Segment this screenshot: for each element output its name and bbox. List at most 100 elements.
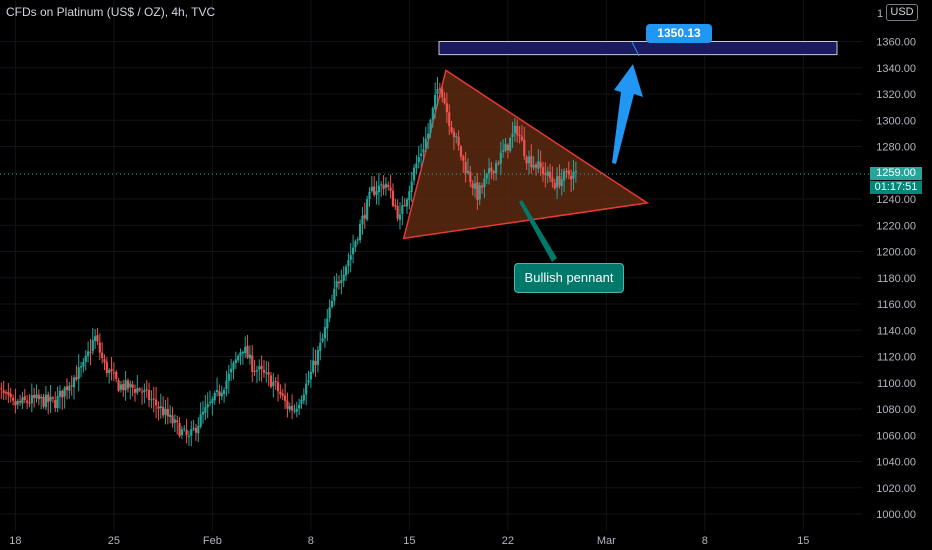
candle-body	[410, 181, 413, 192]
candle-body	[424, 138, 427, 149]
price-tick-label-partial: 1	[877, 8, 883, 20]
candle-body	[86, 351, 90, 357]
candle-body	[497, 163, 500, 165]
candle-body	[164, 408, 167, 415]
chart-title: CFDs on Platinum (US$ / OZ), 4h, TVC	[6, 5, 216, 19]
candle-body	[11, 397, 15, 401]
candle-body	[281, 393, 284, 396]
candle-body	[35, 394, 38, 399]
candle-body	[220, 392, 223, 397]
price-tick-label: 1340.00	[876, 63, 916, 75]
candle-body	[276, 382, 280, 392]
candle-body	[429, 119, 432, 134]
time-tick-label: 8	[702, 535, 708, 547]
candle-body	[422, 149, 425, 153]
candle-body	[199, 414, 202, 427]
time-axis[interactable]: 18 25 Feb 8 15 22 Mar 8 15	[9, 535, 809, 547]
price-tick-label: 1360.00	[876, 37, 916, 49]
candle-body	[537, 161, 540, 169]
candle-body	[143, 390, 146, 392]
candle-body	[129, 383, 132, 388]
candle-body	[417, 157, 420, 163]
candle-body	[534, 164, 538, 168]
candle-body	[471, 183, 474, 189]
candle-body	[98, 342, 101, 353]
candlestick-series	[0, 76, 577, 447]
candle-body	[206, 403, 209, 408]
candle-body	[131, 384, 134, 388]
candle-body	[112, 372, 115, 374]
target-label-pointer	[631, 41, 640, 57]
candle-body	[272, 381, 275, 387]
candle-body	[349, 255, 352, 260]
candle-body	[286, 400, 289, 409]
time-tick-label: 22	[502, 535, 514, 547]
candle-body	[187, 435, 191, 437]
candle-body	[23, 396, 26, 400]
candle-body	[40, 396, 43, 399]
candle-body	[7, 392, 10, 395]
candle-body	[506, 144, 509, 151]
candle-body	[427, 133, 430, 139]
candle-body	[150, 399, 153, 401]
candle-body	[218, 391, 221, 396]
candle-body	[312, 360, 315, 373]
candle-body	[555, 176, 559, 188]
candle-body	[516, 126, 519, 136]
candle-body	[351, 247, 355, 255]
candle-body	[295, 408, 298, 412]
candle-body	[16, 400, 19, 405]
candle-body	[483, 178, 486, 188]
price-tick-label: 1120.00	[877, 352, 916, 364]
candle-body	[459, 146, 463, 157]
candle-body	[279, 391, 282, 395]
last-price-tag: 1259.00	[870, 167, 922, 180]
candle-body	[159, 406, 162, 409]
candle-body	[354, 241, 357, 248]
candle-body	[565, 170, 568, 172]
candle-body	[84, 355, 87, 362]
candle-body	[375, 191, 378, 196]
candle-body	[466, 170, 470, 173]
candle-body	[340, 280, 343, 284]
candle-body	[539, 162, 542, 168]
candle-body	[9, 393, 12, 398]
candle-body	[309, 371, 312, 380]
price-tick-label: 1140.00	[877, 325, 916, 337]
candle-body	[75, 377, 78, 380]
candle-body	[79, 366, 83, 368]
price-tick-label: 1080.00	[876, 404, 916, 416]
bullish-pennant-triangle[interactable]	[402, 69, 650, 240]
candle-body	[197, 425, 200, 434]
candle-body	[192, 428, 195, 430]
candle-body	[373, 186, 376, 195]
bar-countdown-tag: 01:17:51	[870, 181, 922, 194]
price-axis[interactable]: 1000.00 1020.00 1040.00 1060.00 1080.00 1100.…	[876, 8, 916, 521]
grid	[0, 0, 862, 531]
candle-body	[335, 281, 338, 288]
candle-body	[63, 387, 66, 397]
candle-body	[511, 133, 514, 137]
candle-body	[4, 392, 8, 394]
candle-body	[155, 399, 158, 406]
candle-body	[166, 408, 169, 417]
candle-body	[307, 380, 310, 383]
candle-body	[253, 370, 256, 372]
candle-body	[251, 355, 254, 372]
candle-body	[476, 182, 479, 200]
candle-body	[394, 205, 397, 207]
candle-body	[480, 185, 484, 188]
candle-body	[56, 395, 59, 409]
candle-body	[94, 336, 97, 342]
candle-body	[96, 335, 99, 342]
currency-button[interactable]: USD	[886, 4, 918, 21]
candle-body	[61, 390, 64, 398]
candle-body	[499, 152, 502, 164]
candle-body	[213, 392, 216, 401]
candle-body	[438, 88, 441, 90]
price-tick-label: 1100.00	[877, 378, 916, 390]
candle-body	[237, 355, 240, 361]
candle-body	[68, 385, 71, 391]
candle-body	[136, 388, 139, 393]
